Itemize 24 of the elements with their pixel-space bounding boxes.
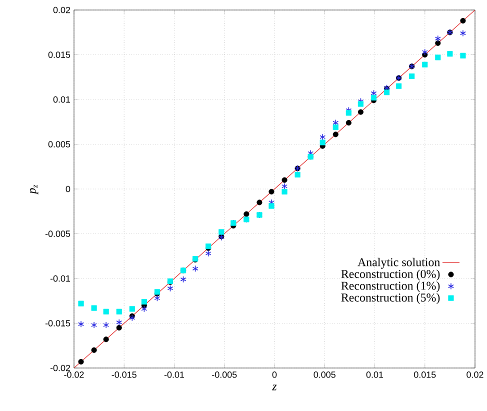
legend-label: Analytic solution: [358, 258, 440, 269]
y-tick-label: -0.02: [50, 364, 70, 372]
x-tick-label: 0.02: [466, 372, 484, 378]
legend-label: Reconstruction (1%): [341, 281, 440, 292]
x-tick-label: 0.005: [314, 372, 336, 378]
x-axis-title: z: [272, 384, 277, 390]
x-tick-label: 0.015: [414, 372, 436, 378]
y-tick-label: -0.01: [50, 275, 70, 282]
y-tick-label: 0.02: [53, 6, 70, 14]
x-tick-label: -0.005: [212, 372, 237, 378]
y-tick-label: 0.005: [48, 141, 70, 148]
legend-label: Reconstruction (5%): [341, 293, 440, 304]
x-tick-label: -0.02: [64, 372, 84, 378]
x-tick-label: 0: [272, 372, 277, 378]
y-tick-label: 0: [66, 186, 70, 192]
x-tick-label: -0.01: [164, 372, 184, 378]
legend-label: Reconstruction (0%): [341, 270, 440, 280]
y-tick-label: -0.005: [45, 230, 70, 237]
x-tick-label: -0.015: [112, 372, 136, 378]
y-tick-label: 0.015: [48, 52, 70, 58]
y-axis-title: p$_{z}$: [30, 184, 38, 194]
y-tick-label: 0.01: [53, 96, 70, 103]
y-tick-label: -0.015: [45, 320, 70, 326]
x-tick-label: 0.01: [366, 372, 384, 378]
